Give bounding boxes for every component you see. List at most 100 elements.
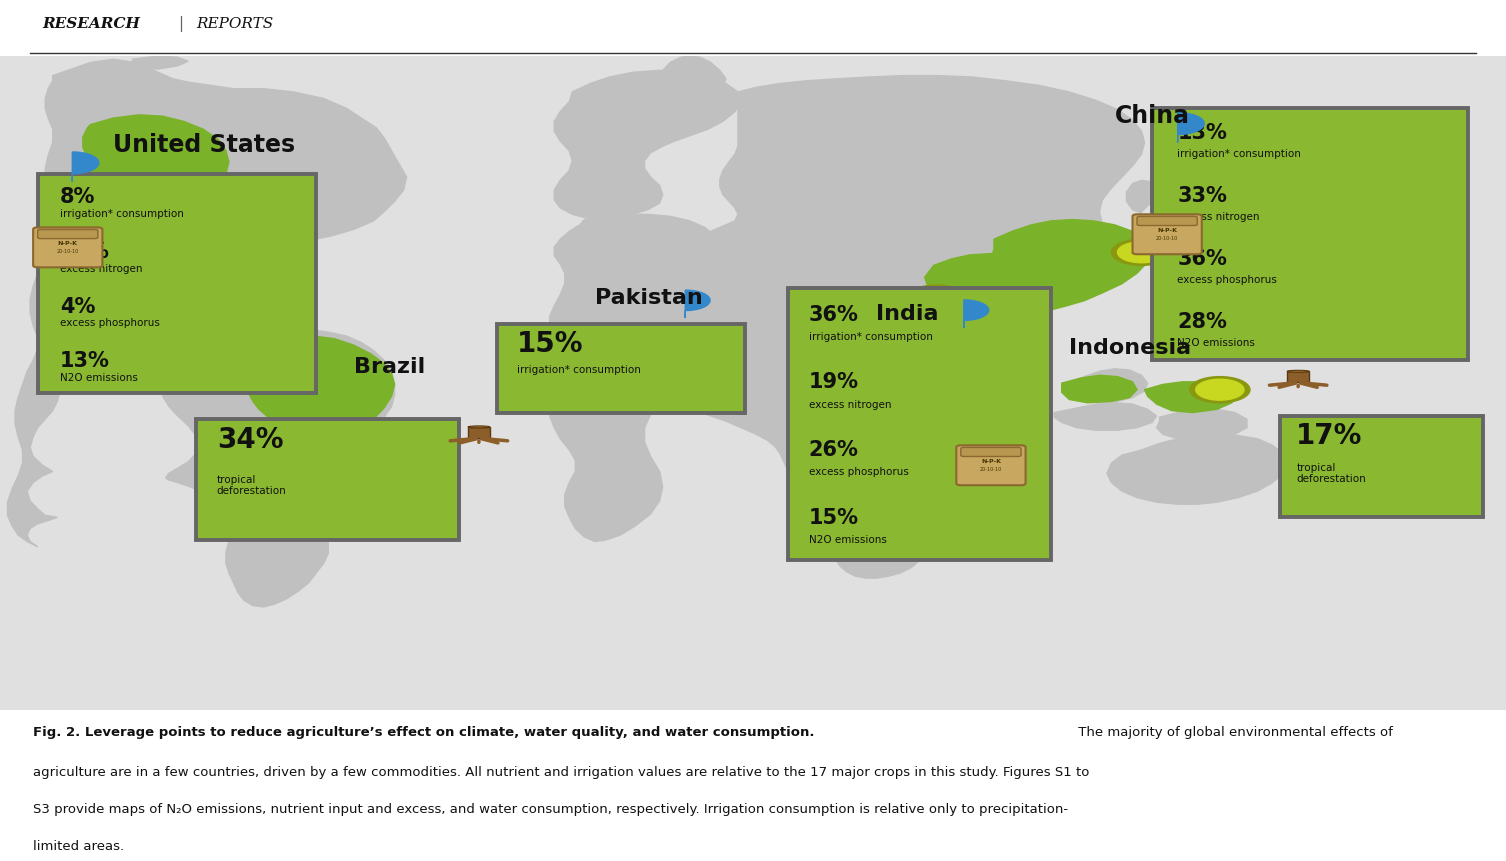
Polygon shape [173, 267, 262, 347]
Text: 17%: 17% [1297, 422, 1363, 450]
Circle shape [1117, 242, 1166, 263]
Text: |: | [178, 15, 182, 32]
Text: 13%: 13% [1178, 123, 1227, 144]
Text: excess nitrogen: excess nitrogen [1178, 212, 1261, 221]
FancyBboxPatch shape [1152, 108, 1468, 360]
Text: limited areas.: limited areas. [33, 839, 123, 852]
Circle shape [913, 288, 961, 308]
Text: 19%: 19% [809, 373, 858, 393]
Polygon shape [926, 287, 1024, 365]
Text: N2O emissions: N2O emissions [60, 373, 139, 383]
Polygon shape [726, 349, 765, 396]
Text: Pakistan: Pakistan [595, 288, 703, 308]
Bar [1288, 371, 1309, 382]
Polygon shape [1069, 369, 1148, 403]
Text: irrigation* consumption: irrigation* consumption [809, 331, 932, 342]
Polygon shape [795, 273, 901, 343]
Text: S3 provide maps of N₂O emissions, nutrient input and excess, and water consumpti: S3 provide maps of N₂O emissions, nutrie… [33, 802, 1068, 815]
Polygon shape [163, 330, 395, 607]
Polygon shape [1062, 375, 1137, 403]
Ellipse shape [1288, 370, 1309, 372]
FancyBboxPatch shape [961, 448, 1021, 456]
Text: N-P-K: N-P-K [57, 241, 78, 246]
FancyBboxPatch shape [33, 227, 102, 267]
Bar [468, 427, 489, 438]
Text: The majority of global environmental effects of: The majority of global environmental eff… [1074, 726, 1393, 739]
Text: N-P-K: N-P-K [1157, 228, 1178, 233]
Polygon shape [964, 300, 988, 328]
FancyBboxPatch shape [1137, 216, 1197, 226]
Text: N2O emissions: N2O emissions [1178, 338, 1256, 348]
Text: RESEARCH: RESEARCH [42, 16, 140, 30]
Circle shape [358, 455, 419, 481]
Text: excess phosphorus: excess phosphorus [809, 468, 908, 478]
Polygon shape [1145, 381, 1235, 412]
Text: 34%: 34% [217, 426, 283, 455]
Text: 20-10-10: 20-10-10 [57, 249, 78, 254]
Text: N2O emissions: N2O emissions [809, 536, 887, 545]
Polygon shape [133, 56, 188, 69]
Text: 11%: 11% [60, 242, 110, 262]
Polygon shape [248, 336, 395, 511]
FancyBboxPatch shape [1280, 416, 1483, 517]
Circle shape [238, 243, 298, 269]
Text: 36%: 36% [1178, 250, 1227, 269]
Polygon shape [982, 220, 1151, 313]
FancyBboxPatch shape [956, 445, 1026, 486]
Polygon shape [72, 152, 99, 182]
Circle shape [982, 340, 1030, 361]
FancyBboxPatch shape [38, 174, 316, 393]
Text: 15%: 15% [517, 330, 583, 357]
Text: REPORTS: REPORTS [196, 16, 273, 30]
Text: 13%: 13% [60, 351, 110, 371]
Polygon shape [925, 254, 1024, 294]
Text: 20-10-10: 20-10-10 [1157, 236, 1178, 241]
Text: 26%: 26% [809, 440, 858, 461]
Text: 15%: 15% [809, 508, 858, 529]
Polygon shape [8, 59, 407, 547]
Circle shape [1190, 376, 1250, 403]
Polygon shape [1054, 403, 1157, 430]
Text: 20-10-10: 20-10-10 [980, 467, 1001, 472]
FancyBboxPatch shape [1133, 214, 1202, 254]
Text: Brazil: Brazil [354, 356, 425, 376]
Polygon shape [1178, 113, 1205, 142]
Polygon shape [685, 290, 709, 318]
Text: excess phosphorus: excess phosphorus [1178, 275, 1277, 285]
Text: 33%: 33% [1178, 187, 1227, 207]
Text: irrigation* consumption: irrigation* consumption [517, 365, 640, 375]
Circle shape [1196, 379, 1244, 400]
Circle shape [244, 245, 292, 266]
Text: 8%: 8% [60, 187, 95, 207]
Polygon shape [931, 321, 1024, 358]
Text: 4%: 4% [60, 296, 95, 317]
Text: excess nitrogen: excess nitrogen [809, 400, 892, 410]
Circle shape [976, 338, 1036, 363]
Circle shape [364, 458, 413, 479]
Text: tropical
deforestation: tropical deforestation [1297, 462, 1366, 484]
Text: tropical
deforestation: tropical deforestation [217, 474, 286, 497]
Polygon shape [1107, 434, 1288, 505]
Polygon shape [554, 71, 741, 220]
Polygon shape [675, 76, 1145, 578]
Text: N-P-K: N-P-K [980, 459, 1001, 464]
Text: agriculture are in a few countries, driven by a few commodities. All nutrient an: agriculture are in a few countries, driv… [33, 765, 1089, 778]
Text: China: China [1114, 104, 1190, 128]
FancyBboxPatch shape [38, 230, 98, 238]
Polygon shape [1315, 481, 1340, 507]
Polygon shape [550, 214, 726, 542]
Text: 36%: 36% [809, 305, 858, 325]
Polygon shape [1157, 151, 1193, 194]
Polygon shape [1157, 409, 1247, 441]
Polygon shape [72, 115, 229, 218]
Text: Fig. 2. Leverage points to reduce agriculture’s effect on climate, water quality: Fig. 2. Leverage points to reduce agricu… [33, 726, 815, 739]
Text: irrigation* consumption: irrigation* consumption [1178, 149, 1301, 158]
FancyBboxPatch shape [196, 419, 459, 540]
Text: 28%: 28% [1178, 313, 1227, 332]
Text: excess phosphorus: excess phosphorus [60, 319, 160, 328]
Polygon shape [663, 56, 726, 94]
Text: United States: United States [113, 133, 295, 158]
Text: Indonesia: Indonesia [1069, 338, 1191, 358]
Text: excess nitrogen: excess nitrogen [60, 263, 143, 274]
Circle shape [1111, 239, 1172, 265]
